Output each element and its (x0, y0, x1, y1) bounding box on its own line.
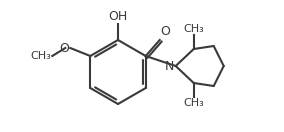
Text: O: O (161, 25, 171, 38)
Text: N: N (164, 60, 174, 72)
Text: O: O (59, 41, 69, 55)
Text: CH₃: CH₃ (183, 24, 204, 34)
Text: OH: OH (108, 10, 128, 23)
Text: CH₃: CH₃ (31, 51, 51, 61)
Text: CH₃: CH₃ (183, 98, 204, 108)
